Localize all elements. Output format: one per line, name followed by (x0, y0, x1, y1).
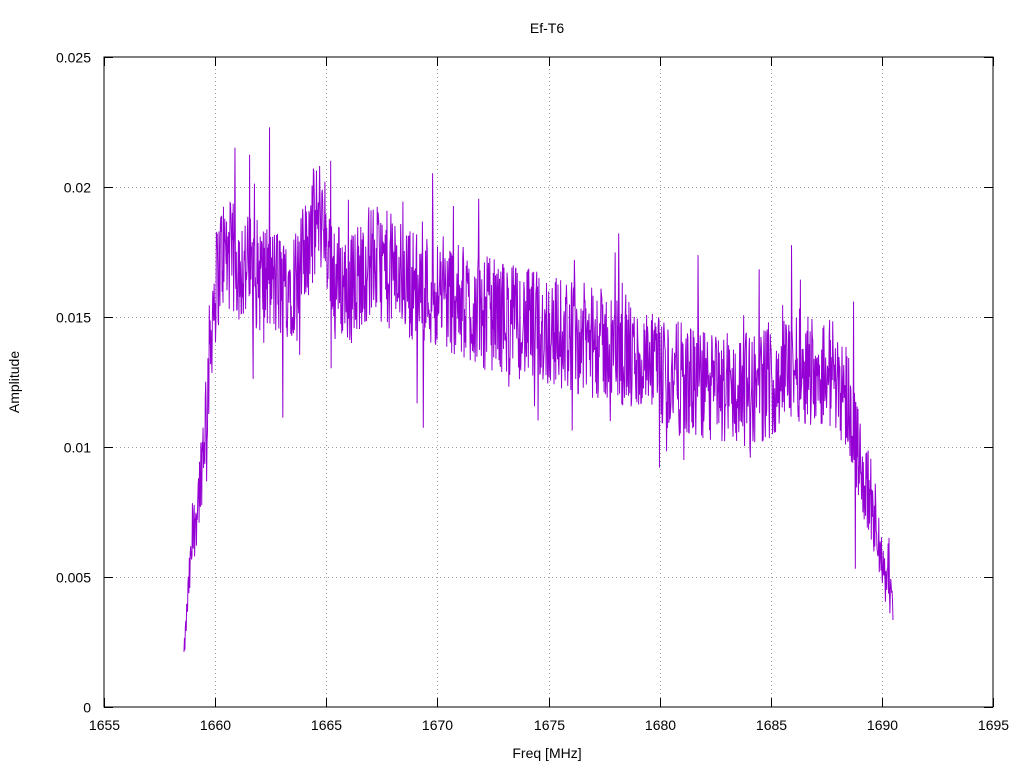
series-group (183, 127, 894, 653)
x-tick-label: 1685 (756, 717, 787, 733)
x-tick-label: 1695 (978, 717, 1009, 733)
tick-group: 1655 1660 1665 1670 1675 1680 1685 1690 1695 0 0.0… (56, 50, 1009, 734)
x-tick-label: 1660 (200, 717, 231, 733)
x-tick-label: 1680 (645, 717, 676, 733)
y-tick-label: 0.02 (64, 180, 91, 196)
x-tick-label: 1670 (422, 717, 453, 733)
x-axis-label: Freq [MHz] (512, 745, 581, 761)
y-axis-label: Amplitude (6, 351, 22, 413)
plot-frame (103, 56, 994, 708)
grid-lines (104, 57, 993, 707)
y-tick-label: 0.015 (56, 310, 91, 326)
y-tick-label: 0 (83, 700, 91, 716)
x-tick-label: 1665 (311, 717, 342, 733)
x-tick-label: 1690 (867, 717, 898, 733)
y-tick-label: 0.005 (56, 570, 91, 586)
y-tick-label: 0.01 (64, 440, 91, 456)
x-tick-label: 1675 (534, 717, 565, 733)
chart-title: Ef-T6 (530, 20, 564, 36)
series-line (183, 127, 894, 653)
x-tick-label: 1655 (89, 717, 120, 733)
y-tick-label: 0.025 (56, 50, 91, 66)
